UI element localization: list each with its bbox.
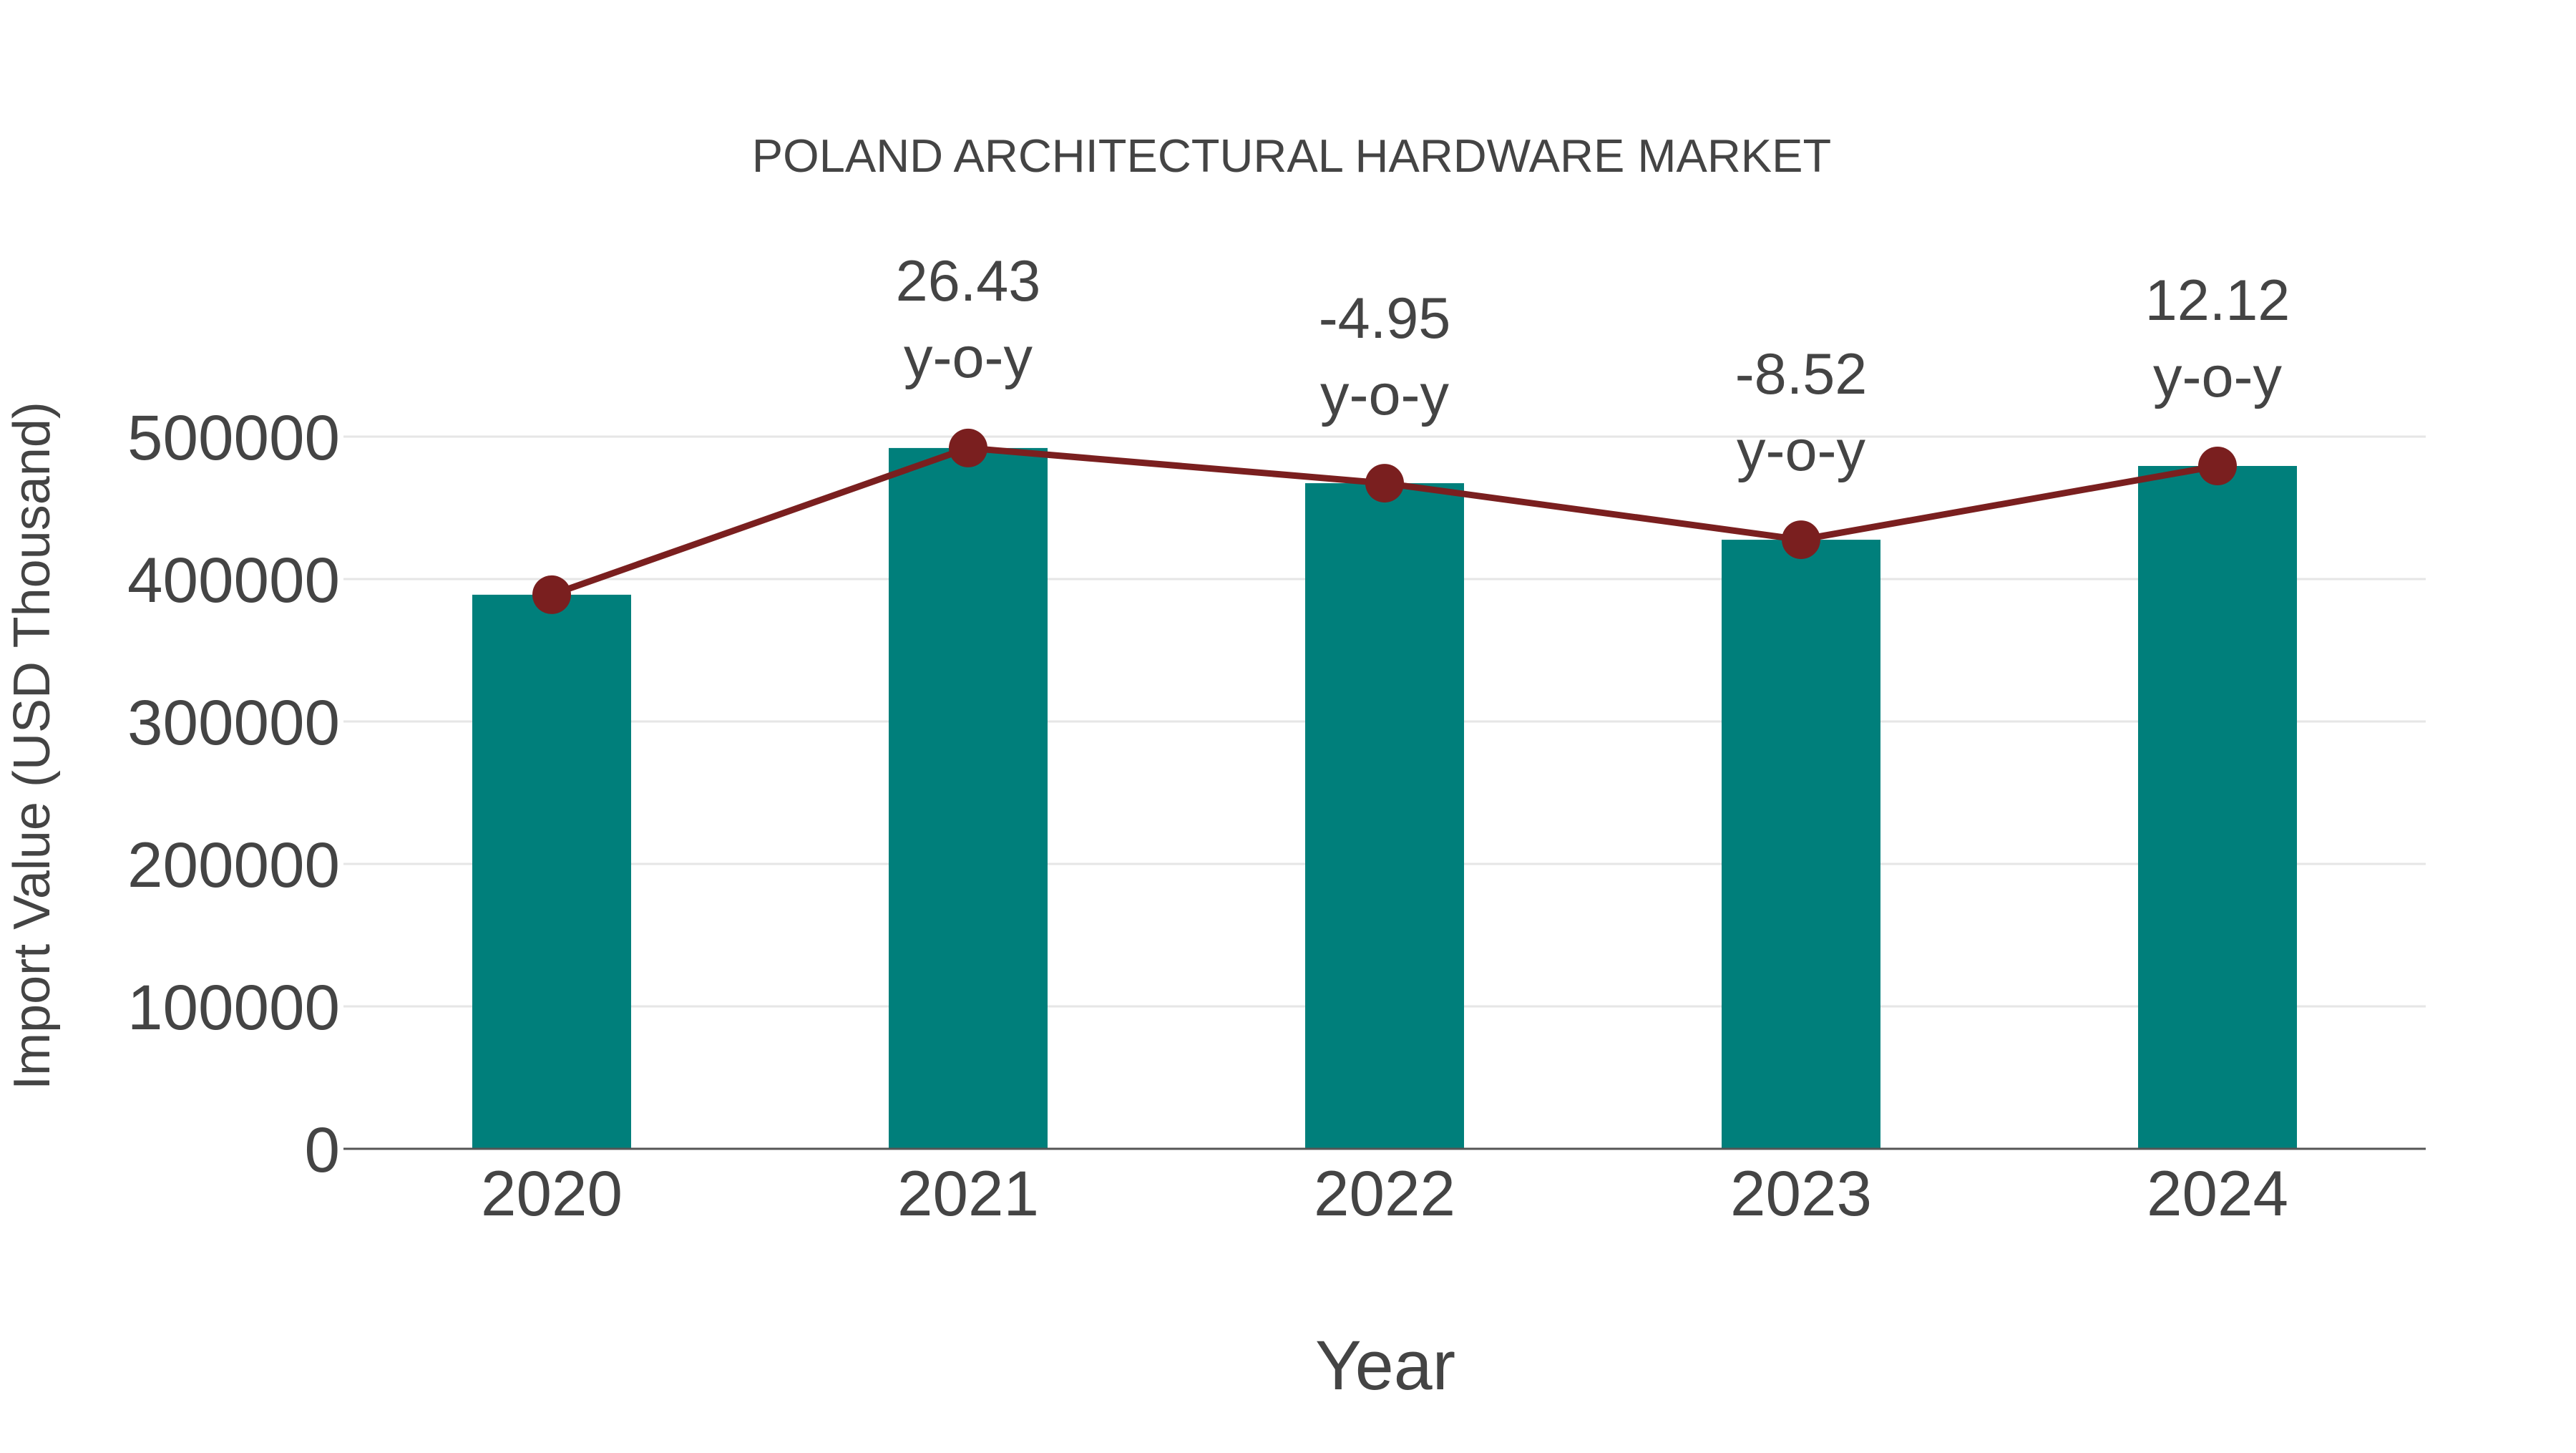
bar-2020 <box>472 594 631 1149</box>
chart-title: POLAND ARCHITECTURAL HARDWARE MARKET <box>752 130 1831 182</box>
y-tick-label: 500000 <box>127 402 340 473</box>
yoy-suffix: y-o-y <box>2153 345 2282 409</box>
yoy-value: 26.43 <box>896 249 1041 314</box>
yoy-annotation-2022: -4.95 y-o-y <box>1319 286 1451 427</box>
trend-line <box>532 428 2237 614</box>
y-axis-title: Import Value (USD Thousand) <box>4 402 61 1090</box>
yoy-annotation-2021: 26.43 y-o-y <box>896 249 1041 390</box>
y-tick-label: 0 <box>305 1114 341 1185</box>
yoy-value: 12.12 <box>2145 268 2290 333</box>
data-point-marker-2022 <box>1365 464 1404 503</box>
bar-2022 <box>1305 483 1464 1149</box>
y-tick-label: 200000 <box>127 829 340 900</box>
yoy-annotation-2024: 12.12 y-o-y <box>2145 268 2290 409</box>
yoy-annotations: 26.43 y-o-y -4.95 y-o-y -8.52 y-o-y 12.12 y-o-y <box>896 249 2290 483</box>
x-axis-ticks: 2020 2021 2022 2023 2024 <box>481 1157 2288 1229</box>
data-point-marker-2024 <box>2198 446 2237 485</box>
bars <box>472 447 2297 1149</box>
yoy-suffix: y-o-y <box>1320 363 1449 427</box>
data-point-marker-2020 <box>532 575 571 614</box>
y-tick-label: 300000 <box>127 686 340 758</box>
y-tick-label: 100000 <box>127 971 340 1043</box>
data-point-marker-2021 <box>949 428 987 467</box>
x-tick-label-2024: 2024 <box>2147 1157 2288 1229</box>
yoy-value: -8.52 <box>1735 342 1868 407</box>
yoy-suffix: y-o-y <box>1737 419 1865 483</box>
x-tick-label-2021: 2021 <box>897 1157 1039 1229</box>
x-tick-label-2023: 2023 <box>1730 1157 1872 1229</box>
yoy-suffix: y-o-y <box>904 326 1033 390</box>
y-tick-label: 400000 <box>127 544 340 616</box>
yoy-annotation-2023: -8.52 y-o-y <box>1735 342 1868 483</box>
bar-2024 <box>2138 465 2297 1149</box>
x-axis-title: Year <box>1315 1326 1455 1404</box>
y-axis-ticks: 0 100000 200000 300000 400000 500000 <box>127 402 340 1185</box>
yoy-value: -4.95 <box>1319 286 1451 351</box>
bar-2023 <box>1722 540 1880 1149</box>
x-tick-label-2022: 2022 <box>1314 1157 1455 1229</box>
data-point-marker-2023 <box>1782 520 1820 560</box>
x-tick-label-2020: 2020 <box>481 1157 623 1229</box>
bar-2021 <box>889 447 1048 1149</box>
